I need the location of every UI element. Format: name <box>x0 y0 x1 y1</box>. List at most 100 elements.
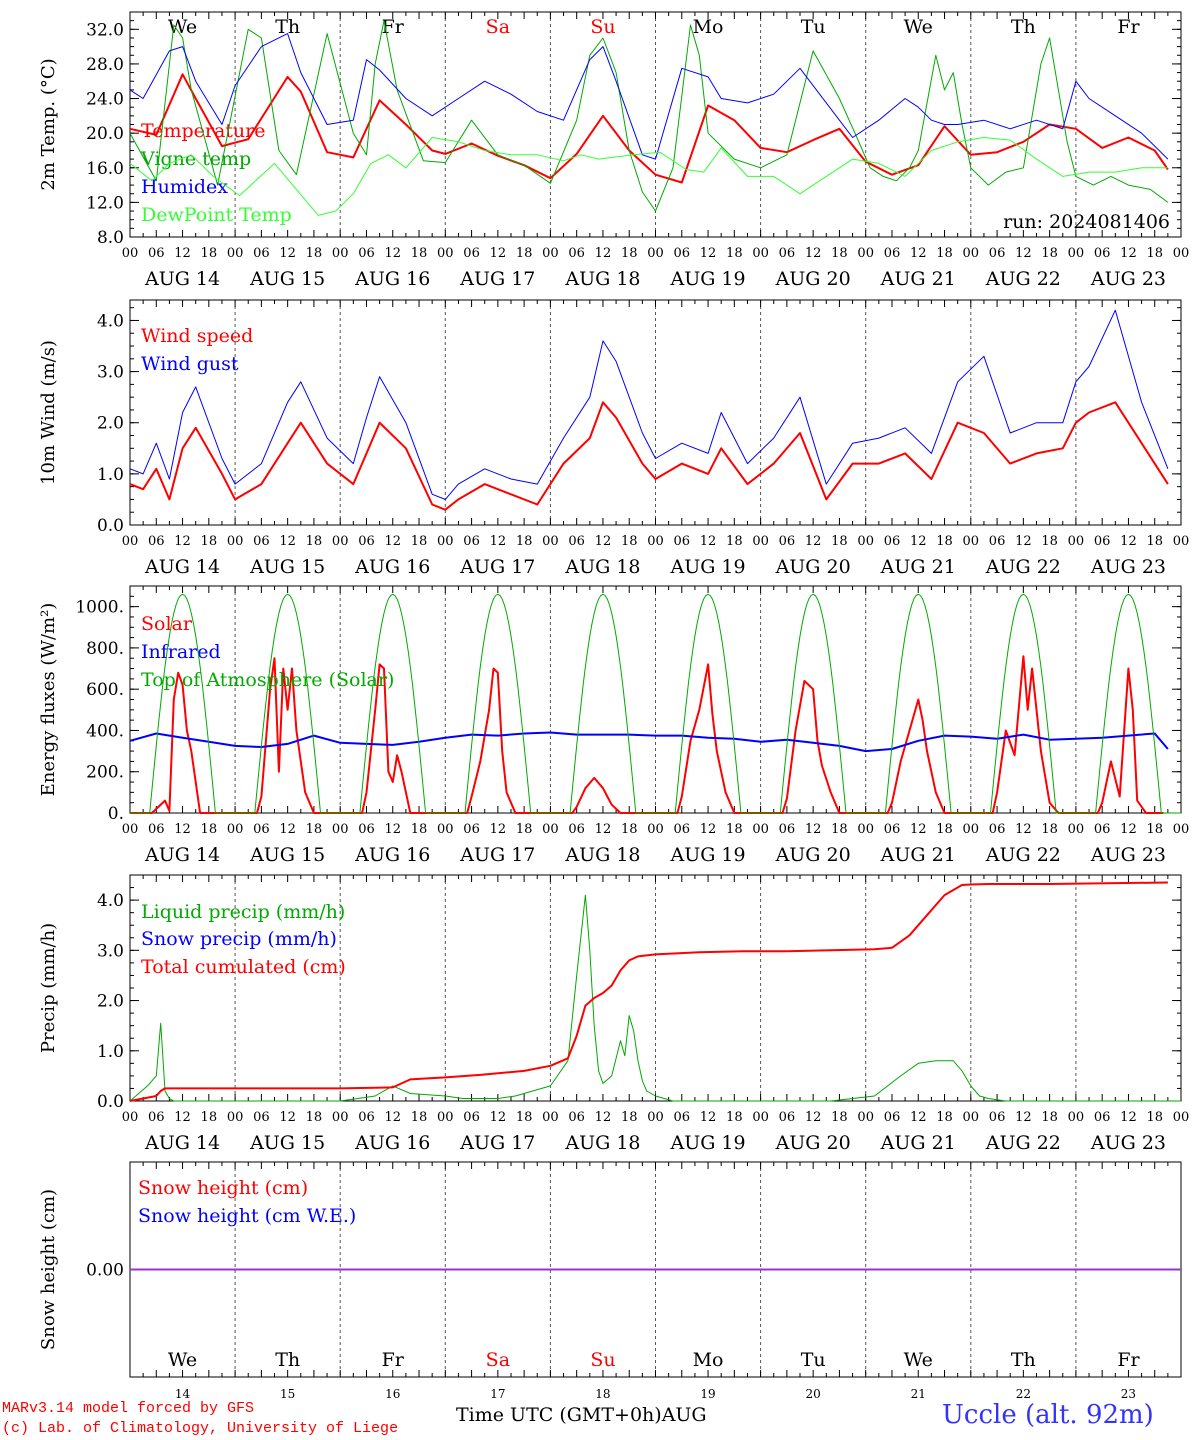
y-axis-title: Snow height (cm) <box>38 1189 59 1350</box>
legend-entry: DewPoint Temp <box>141 204 292 226</box>
hour-label: 12 <box>700 534 717 549</box>
date-label: AUG 15 <box>249 556 325 578</box>
y-tick-label: 0.00 <box>86 1261 124 1281</box>
panel-3: 0. 200. 400. 600. 800. 1000. Energy fluxes (W/… <box>38 585 1190 866</box>
hour-label: 00 <box>857 822 874 837</box>
y-tick-label: 28.0 <box>86 55 124 75</box>
y-axis-title: 10m Wind (m/s) <box>38 340 59 485</box>
hour-label: 18 <box>726 246 743 261</box>
hour-label: 06 <box>568 534 585 549</box>
day-of-week-label: Th <box>1011 1349 1036 1371</box>
hour-label: 00 <box>227 534 244 549</box>
hour-label: 12 <box>1120 246 1137 261</box>
hour-label: 06 <box>253 1110 270 1125</box>
day-of-week-label: Fr <box>382 16 405 38</box>
day-of-week-label: Tu <box>801 16 826 38</box>
hour-label: 06 <box>674 822 691 837</box>
date-label: AUG 22 <box>985 268 1061 290</box>
y-axis-title: 2m Temp. (°C) <box>38 58 59 190</box>
x-axis-title: Time UTC (GMT+0h)AUG <box>456 1404 707 1426</box>
hour-label: 12 <box>174 534 191 549</box>
legend-entry: Top of Atmosphere (Solar) <box>141 669 394 691</box>
y-tick-label: 8.0 <box>97 228 124 248</box>
hour-label: 12 <box>700 1110 717 1125</box>
hour-label: 00 <box>1068 1110 1085 1125</box>
hour-label: 18 <box>411 822 428 837</box>
hour-label: 12 <box>1120 1110 1137 1125</box>
y-tick-label: 3.0 <box>97 941 124 961</box>
y-tick-label: 1000. <box>75 598 124 618</box>
y-tick-label: 400. <box>86 721 124 741</box>
y-tick-label: 12.0 <box>86 193 124 213</box>
legend-entry: Humidex <box>141 176 228 198</box>
hour-label: 18 <box>936 822 953 837</box>
hour-label: 06 <box>674 246 691 261</box>
day-of-week-label: Fr <box>1117 16 1140 38</box>
hour-label: 18 <box>621 1110 638 1125</box>
hour-label: 00 <box>752 246 769 261</box>
y-tick-label: 32.0 <box>86 20 124 40</box>
date-label: AUG 19 <box>669 844 745 866</box>
day-number-label: 21 <box>911 1387 926 1401</box>
y-tick-label: 200. <box>86 763 124 783</box>
hour-label: 00 <box>1173 822 1190 837</box>
hour-label: 12 <box>279 246 296 261</box>
hour-label: 06 <box>989 822 1006 837</box>
hour-label: 18 <box>726 1110 743 1125</box>
hour-label: 06 <box>148 246 165 261</box>
hour-label: 00 <box>542 246 559 261</box>
hour-label: 00 <box>857 246 874 261</box>
legend-entry: Solar <box>141 613 193 635</box>
hour-label: 06 <box>358 534 375 549</box>
day-of-week-label: We <box>904 16 933 38</box>
hour-label: 00 <box>542 1110 559 1125</box>
date-label: AUG 22 <box>985 556 1061 578</box>
hour-label: 12 <box>490 822 507 837</box>
hour-label: 12 <box>384 822 401 837</box>
hour-label: 00 <box>647 246 664 261</box>
hour-label: 12 <box>174 246 191 261</box>
hour-label: 12 <box>595 1110 612 1125</box>
hour-label: 12 <box>805 534 822 549</box>
date-label: AUG 14 <box>144 556 220 578</box>
hour-label: 12 <box>490 534 507 549</box>
legend-entry: Infrared <box>141 641 221 663</box>
hour-label: 00 <box>857 534 874 549</box>
hour-label: 00 <box>647 534 664 549</box>
hour-label: 06 <box>148 1110 165 1125</box>
y-tick-label: 16.0 <box>86 159 124 179</box>
day-number-label: 18 <box>595 1387 610 1401</box>
hour-label: 18 <box>201 822 218 837</box>
date-label: AUG 16 <box>354 844 430 866</box>
date-label: AUG 17 <box>459 556 535 578</box>
date-label: AUG 23 <box>1090 844 1166 866</box>
hour-label: 12 <box>1120 822 1137 837</box>
hour-label: 00 <box>1068 534 1085 549</box>
hour-label: 12 <box>595 822 612 837</box>
day-number-label: 22 <box>1016 1387 1031 1401</box>
hour-label: 00 <box>332 534 349 549</box>
legend-entry: Snow height (cm) <box>138 1177 308 1199</box>
day-number-label: 17 <box>490 1387 505 1401</box>
hour-label: 18 <box>411 1110 428 1125</box>
hour-label: 12 <box>910 1110 927 1125</box>
date-label: AUG 23 <box>1090 1132 1166 1154</box>
hour-label: 06 <box>884 1110 901 1125</box>
hour-label: 00 <box>122 1110 139 1125</box>
day-number-label: 16 <box>385 1387 400 1401</box>
hour-label: 06 <box>463 534 480 549</box>
series-line-vigne-temp <box>129 20 1169 212</box>
hour-label: 00 <box>1068 246 1085 261</box>
date-label: AUG 14 <box>144 1132 220 1154</box>
hour-label: 06 <box>989 534 1006 549</box>
hour-label: 12 <box>1015 246 1032 261</box>
hour-label: 00 <box>963 246 980 261</box>
legend-entry: Liquid precip (mm/h) <box>141 901 345 923</box>
date-label: AUG 19 <box>669 1132 745 1154</box>
hour-label: 06 <box>253 246 270 261</box>
panel-5: 0.00 Snow height (cm) We Th Fr Sa Su Mo Tu We Th Fr… <box>38 1161 1182 1401</box>
hour-label: 12 <box>910 822 927 837</box>
day-of-week-label: Th <box>1011 16 1036 38</box>
hour-label: 00 <box>752 822 769 837</box>
y-tick-label: 4.0 <box>97 311 124 331</box>
